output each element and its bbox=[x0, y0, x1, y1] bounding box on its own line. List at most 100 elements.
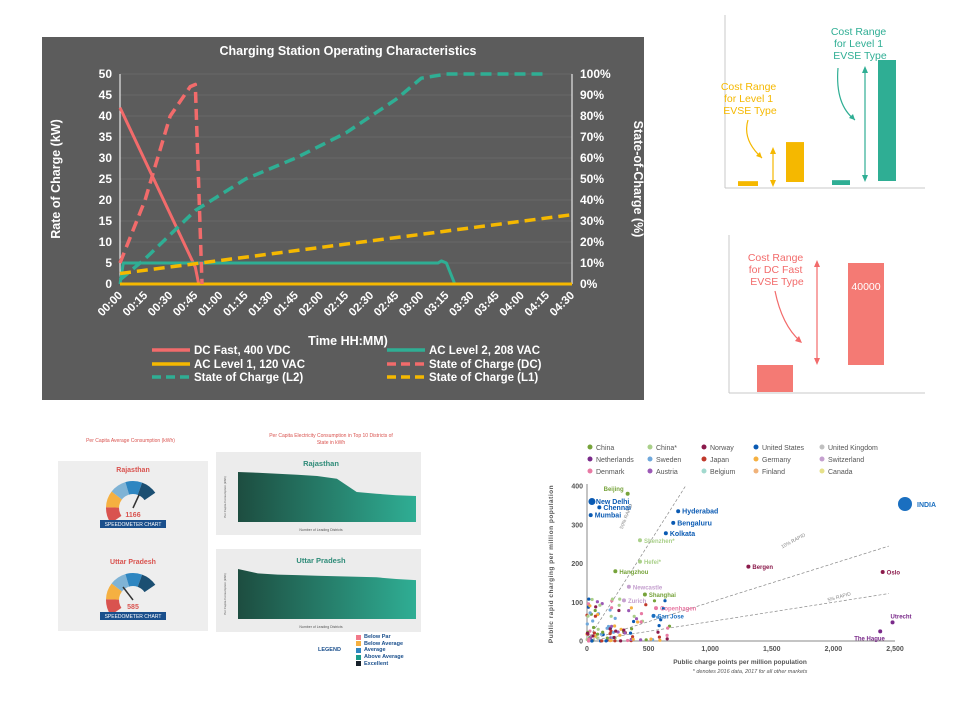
scatter-point bbox=[878, 629, 883, 634]
dc-bar-max-label: 40000 bbox=[851, 281, 880, 293]
scatter-background-point bbox=[639, 620, 643, 624]
dc-label-line3: EVSE Type bbox=[750, 276, 804, 288]
scatter-legend-dot bbox=[819, 444, 825, 450]
scatter-point-label: Hyderabad bbox=[682, 509, 718, 516]
scatter-point-label: Mumbai bbox=[595, 513, 622, 520]
left-tick-label: 50 bbox=[99, 67, 113, 81]
x-tick-label: 03:00 bbox=[397, 290, 426, 319]
scatter-background-point bbox=[587, 637, 591, 641]
scatter-point bbox=[637, 559, 642, 564]
scatter-legend-dot bbox=[647, 444, 653, 450]
scatter-background-point bbox=[613, 639, 617, 643]
legend-color-swatch bbox=[356, 654, 361, 660]
cost-l1-panel: Cost Range for Level 1 EVSE Type Cost Ra… bbox=[720, 0, 930, 200]
scatter-background-point bbox=[614, 629, 618, 633]
scatter-point-label: Bengaluru bbox=[677, 520, 712, 527]
dc-bar-min bbox=[757, 365, 793, 392]
scatter-background-point bbox=[659, 618, 663, 622]
scatter-x-tick: 2,500 bbox=[886, 646, 904, 653]
scatter-x-tick: 0 bbox=[585, 646, 589, 653]
area-fill bbox=[238, 472, 416, 522]
scatter-point-label: Hangzhou bbox=[619, 570, 648, 576]
scatter-background-point bbox=[610, 597, 615, 601]
left-tick-label: 25 bbox=[99, 172, 113, 186]
legend-row: Excellent bbox=[356, 660, 404, 667]
scatter-background-point bbox=[601, 630, 605, 634]
scatter-point-label: Kolkata bbox=[670, 531, 695, 538]
right-tick-label: 70% bbox=[580, 130, 604, 144]
scatter-background-point bbox=[656, 615, 660, 619]
gauge-needle bbox=[132, 494, 140, 509]
scatter-point bbox=[588, 498, 596, 505]
state-name: Uttar Pradesh bbox=[110, 559, 156, 566]
scatter-background-point bbox=[627, 609, 631, 613]
legend-row: Below Par bbox=[356, 634, 404, 641]
scatter-background-point bbox=[644, 603, 648, 607]
right-tick-label: 90% bbox=[580, 88, 604, 102]
series-line bbox=[118, 259, 472, 286]
scatter-background-point bbox=[596, 613, 600, 617]
scatter-point-label: San Jose bbox=[658, 614, 685, 620]
scatter-background-point bbox=[595, 600, 599, 604]
legend-label: State of Charge (L1) bbox=[429, 372, 538, 384]
dc-bar-max bbox=[848, 263, 884, 365]
main-chart-title: Charging Station Operating Characteristi… bbox=[220, 44, 477, 58]
l1-orange-bar bbox=[786, 142, 804, 182]
right-axis-label: State-of-Charge (%) bbox=[631, 121, 644, 238]
scatter-legend-dot bbox=[587, 468, 593, 474]
right-tick-label: 10% bbox=[580, 256, 604, 270]
scatter-background-point bbox=[631, 637, 635, 641]
speedometer-badge bbox=[100, 612, 166, 620]
cost-dc-label: Cost Range for DC Fast EVSE Type bbox=[748, 252, 806, 288]
dashboard-legend: LEGEND Below Par Below Average Average Abov… bbox=[318, 632, 438, 692]
scatter-point bbox=[663, 531, 668, 536]
india-callout-label: INDIA bbox=[917, 502, 936, 509]
scatter-legend-label: United Kingdom bbox=[828, 445, 878, 452]
scatter-background-point bbox=[609, 614, 613, 618]
x-tick-label: 01:15 bbox=[221, 289, 251, 319]
series-line bbox=[119, 212, 573, 276]
legend-row: Above Average bbox=[356, 654, 404, 661]
scatter-background-point bbox=[585, 631, 589, 635]
rapid-guide-line bbox=[586, 545, 889, 642]
scatter-legend-label: Sweden bbox=[656, 457, 681, 464]
x-tick-label: 00:00 bbox=[96, 290, 125, 319]
scatter-point-label: Shenzhen* bbox=[644, 539, 675, 545]
legend-label: AC Level 2, 208 VAC bbox=[429, 345, 540, 357]
scatter-ylabel: Public rapid charging per million popula… bbox=[548, 485, 555, 643]
scatter-y-tick: 200 bbox=[571, 561, 583, 568]
right-tick-label: 30% bbox=[580, 214, 604, 228]
left-tick-label: 5 bbox=[105, 256, 112, 270]
scatter-point bbox=[588, 513, 593, 518]
scatter-legend-label: Netherlands bbox=[596, 457, 634, 464]
dc-range-arrow-top bbox=[814, 260, 820, 267]
scatter-x-tick: 1,000 bbox=[701, 646, 719, 653]
scatter-background-point bbox=[649, 637, 653, 641]
x-tick-label: 01:00 bbox=[196, 290, 225, 319]
scatter-background-point bbox=[663, 599, 667, 603]
scatter-legend-label: China bbox=[596, 445, 614, 452]
scatter-background-point bbox=[658, 638, 662, 642]
legend-label: Above Average bbox=[364, 654, 404, 661]
scatter-background-point bbox=[617, 603, 621, 607]
legend-color-swatch bbox=[356, 647, 361, 653]
legend-row: Average bbox=[356, 647, 404, 654]
speedometer-badge-label: SPEEDOMETER CHART bbox=[105, 614, 162, 620]
orange-label-line1: Cost Range bbox=[721, 81, 777, 93]
dc-label-line1: Cost Range bbox=[748, 252, 804, 264]
speedometer-svg: Rajasthan 1166 SPEEDOMETER CHART Uttar Prad… bbox=[100, 467, 166, 620]
legend-label: State of Charge (L2) bbox=[194, 372, 303, 384]
main-chart-panel: Charging Station Operating Characteristi… bbox=[42, 37, 645, 400]
scatter-background-point bbox=[632, 619, 636, 624]
right-tick-label: 60% bbox=[580, 151, 604, 165]
scatter-background-point bbox=[608, 639, 612, 643]
scatter-background-point bbox=[604, 639, 608, 643]
x-tick-label: 03:30 bbox=[447, 290, 476, 319]
teal-label-line1: Cost Range bbox=[831, 26, 887, 38]
scatter-point-label: The Hague bbox=[854, 636, 885, 642]
left-tick-label: 15 bbox=[99, 214, 113, 228]
state-name: Rajasthan bbox=[116, 467, 149, 474]
area-chart-title: Rajasthan bbox=[303, 459, 339, 468]
scatter-y-tick: 400 bbox=[571, 484, 583, 491]
scatter-background-point bbox=[616, 630, 620, 634]
